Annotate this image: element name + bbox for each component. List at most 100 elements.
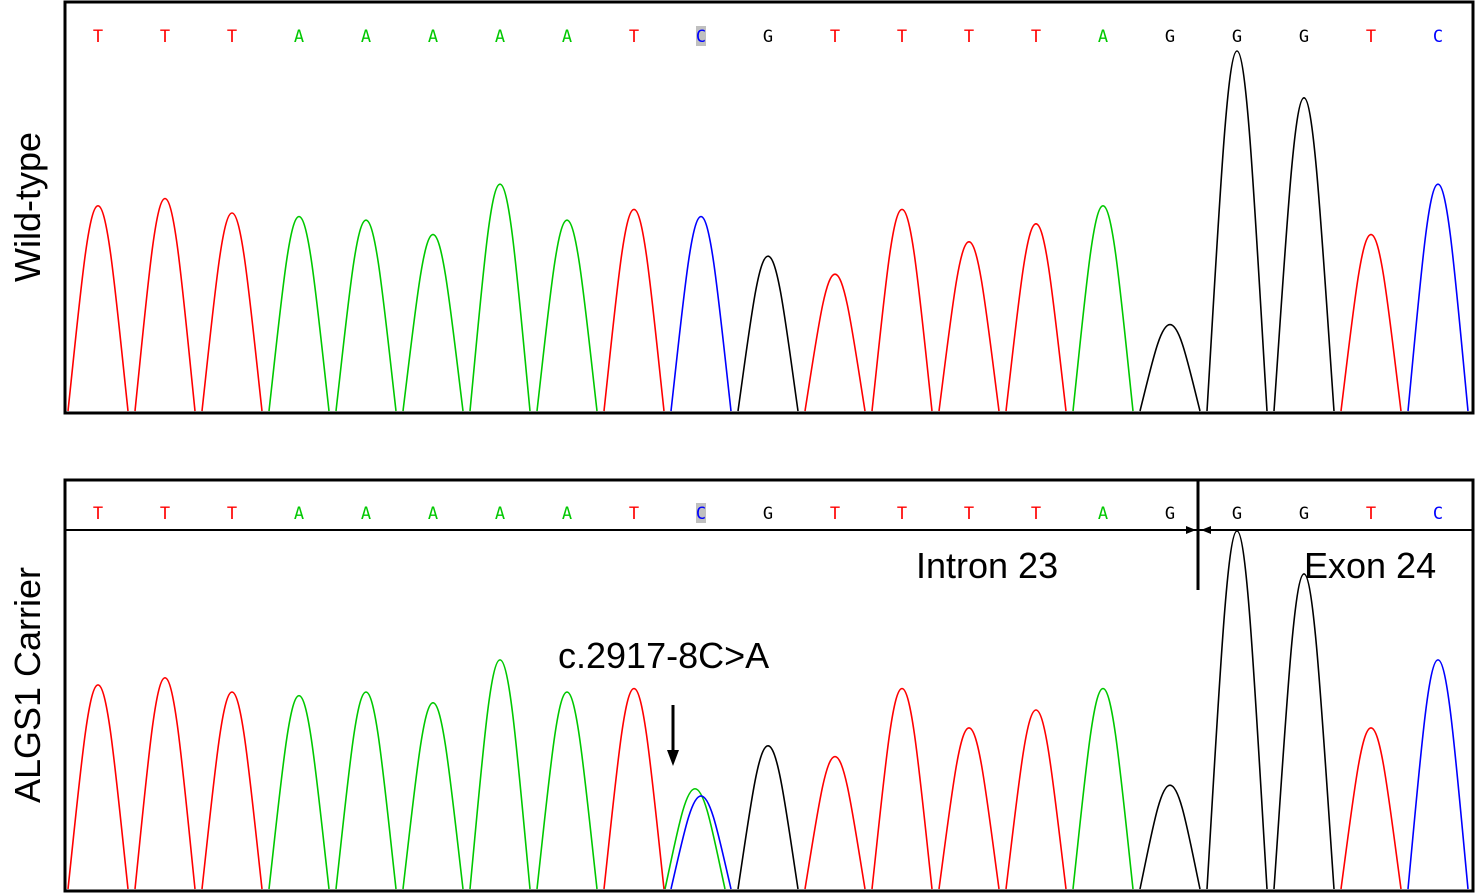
base-call-wt-16: A — [1098, 27, 1108, 47]
intron-arrowhead-icon — [1186, 526, 1196, 534]
peak-wt-20 — [1340, 233, 1402, 412]
base-call-wt-2: T — [160, 27, 170, 47]
peak-wt-3 — [201, 212, 263, 412]
peak-carrier-1 — [67, 684, 129, 890]
ylabel-wild-type: Wild-type — [7, 132, 48, 282]
base-call-carrier-6: A — [428, 504, 438, 524]
base-call-wt-1: T — [93, 27, 103, 47]
base-call-carrier-14: T — [964, 504, 974, 524]
base-call-carrier-17: G — [1165, 504, 1175, 524]
base-call-wt-5: A — [361, 27, 371, 47]
base-call-carrier-4: A — [294, 504, 304, 524]
peak-wt-19 — [1273, 96, 1335, 412]
base-call-wt-14: T — [964, 27, 974, 47]
base-call-wt-20: T — [1366, 27, 1376, 47]
mutation-label: c.2917-8C>A — [558, 635, 769, 676]
base-call-wt-4: A — [294, 27, 304, 47]
base-call-carrier-9: T — [629, 504, 639, 524]
peak-carrier-6 — [402, 702, 464, 890]
peak-carrier-11 — [737, 744, 799, 890]
base-call-carrier-10: C — [696, 504, 706, 524]
peak-wt-17 — [1139, 323, 1201, 412]
base-call-carrier-16: A — [1098, 504, 1108, 524]
peak-carrier-8 — [536, 691, 598, 890]
base-call-carrier-18: G — [1232, 504, 1242, 524]
peak-wt-10 — [670, 215, 732, 412]
base-highlight-carrier — [696, 503, 706, 523]
base-call-carrier-20: T — [1366, 504, 1376, 524]
secondary-peak-carrier-10 — [664, 787, 726, 890]
peak-wt-21 — [1407, 183, 1469, 412]
base-call-carrier-13: T — [897, 504, 907, 524]
base-call-wt-13: T — [897, 27, 907, 47]
peak-wt-18 — [1206, 50, 1268, 412]
base-call-carrier-11: G — [763, 504, 773, 524]
base-call-wt-9: T — [629, 27, 639, 47]
intron-label: Intron 23 — [916, 545, 1058, 586]
peak-carrier-16 — [1072, 687, 1134, 890]
base-call-carrier-19: G — [1299, 504, 1309, 524]
base-call-carrier-5: A — [361, 504, 371, 524]
peak-carrier-4 — [268, 694, 330, 890]
peak-carrier-15 — [1005, 709, 1067, 890]
base-call-wt-3: T — [227, 27, 237, 47]
base-call-carrier-1: T — [93, 504, 103, 524]
panel-wild-type: T T T A A A A A T C G T T T T A G G G T C Wild-type — [7, 0, 1475, 415]
base-call-wt-10: C — [696, 27, 706, 47]
peak-carrier-20 — [1340, 727, 1402, 890]
peak-wt-6 — [402, 233, 464, 412]
panel-frame-wild-type — [63, 0, 1475, 415]
trace-carrier — [67, 530, 1469, 890]
base-highlight-wt — [696, 26, 706, 46]
peak-wt-13 — [871, 208, 933, 412]
exon-arrowhead-icon — [1201, 526, 1211, 534]
peak-carrier-17 — [1139, 784, 1201, 890]
peak-wt-1 — [67, 204, 129, 412]
peak-carrier-3 — [201, 691, 263, 890]
peak-carrier-2 — [134, 676, 196, 890]
base-call-wt-19: G — [1299, 27, 1309, 47]
peak-carrier-21 — [1407, 659, 1469, 890]
base-call-wt-21: C — [1433, 27, 1443, 47]
base-call-wt-15: T — [1031, 27, 1041, 47]
peak-carrier-12 — [804, 755, 866, 890]
panel-carrier: T T T A A A A A T C G T T T T A G G G T C ALGS1 Carrier Intr… — [7, 478, 1475, 893]
peak-carrier-10 — [670, 795, 732, 890]
base-call-wt-17: G — [1165, 27, 1175, 47]
peak-wt-11 — [737, 255, 799, 412]
peak-wt-15 — [1005, 222, 1067, 412]
peak-wt-16 — [1072, 204, 1134, 412]
peak-wt-5 — [335, 219, 397, 412]
peak-wt-2 — [134, 197, 196, 412]
peak-carrier-9 — [603, 687, 665, 890]
base-call-carrier-15: T — [1031, 504, 1041, 524]
peak-wt-4 — [268, 215, 330, 412]
base-call-wt-18: G — [1232, 27, 1242, 47]
base-call-carrier-8: A — [562, 504, 572, 524]
peak-wt-8 — [536, 219, 598, 412]
peak-carrier-5 — [335, 691, 397, 890]
peak-carrier-7 — [469, 659, 531, 890]
mutation-arrow-icon — [667, 750, 679, 766]
base-call-wt-12: T — [830, 27, 840, 47]
base-call-carrier-21: C — [1433, 504, 1443, 524]
base-call-carrier-7: A — [495, 504, 505, 524]
peak-wt-12 — [804, 273, 866, 412]
base-call-wt-11: G — [763, 27, 773, 47]
trace-wild-type — [67, 50, 1469, 412]
peak-carrier-13 — [871, 687, 933, 890]
base-call-carrier-3: T — [227, 504, 237, 524]
base-call-wt-7: A — [495, 27, 505, 47]
peak-carrier-18 — [1206, 530, 1268, 890]
ylabel-carrier: ALGS1 Carrier — [7, 567, 48, 803]
base-call-carrier-2: T — [160, 504, 170, 524]
peak-wt-14 — [938, 240, 1000, 412]
panel-frame-carrier — [63, 478, 1475, 893]
peak-carrier-14 — [938, 727, 1000, 890]
peak-wt-9 — [603, 208, 665, 412]
exon-label: Exon 24 — [1304, 545, 1436, 586]
base-call-carrier-12: T — [830, 504, 840, 524]
